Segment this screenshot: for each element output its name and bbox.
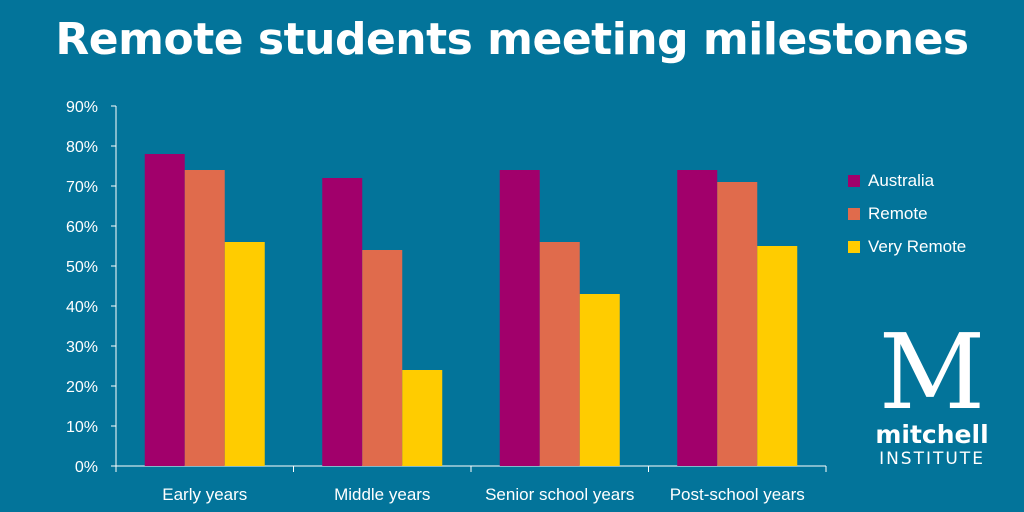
mitchell-institute-logo: M mitchell INSTITUTE [862,311,1002,470]
legend-item: Very Remote [848,230,966,263]
logo-subtitle: INSTITUTE [879,449,985,469]
legend: Australia Remote Very Remote [848,164,966,263]
y-tick-label: 40% [66,299,98,316]
y-tick-label: 10% [66,419,98,436]
legend-swatch [848,240,860,253]
bar-australia [677,170,718,466]
legend-label: Australia [868,170,935,190]
y-tick-label: 90% [66,99,98,116]
bar-australia [499,170,540,466]
y-tick-label: 30% [66,339,98,356]
y-tick-label: 0% [75,459,98,476]
y-tick-label: 20% [66,379,98,396]
legend-label: Very Remote [868,236,967,256]
legend-label: Remote [868,203,928,223]
bar-very-remote [224,242,265,466]
bar-remote [539,242,580,466]
logo-word: mitchell [875,420,989,449]
legend-swatch [848,207,860,220]
bar-remote [184,170,225,466]
axis-labels: 0% 10% 20% 30% 40% 50% 60% 70% 80% 90% Early years… [66,99,805,504]
bar-australia [322,178,363,466]
legend-swatch [848,174,860,187]
legend-item: Australia [848,164,966,197]
x-tick-label: Senior school years [485,485,634,504]
bar-very-remote [402,370,443,466]
bar-very-remote [579,294,620,466]
y-tick-label: 70% [66,179,98,196]
x-tick-label: Early years [162,485,247,504]
legend-item: Remote [848,197,966,230]
bar-very-remote [757,246,798,466]
y-tick-label: 80% [66,139,98,156]
bar-remote [362,250,403,466]
logo-mark: M [878,311,986,433]
bar-remote [717,182,758,466]
x-tick-label: Post-school years [670,485,805,504]
y-tick-label: 50% [66,259,98,276]
bar-australia [144,154,185,466]
bars [144,154,798,466]
chart-title: Remote students meeting milestones [55,14,969,65]
y-tick-label: 60% [66,219,98,236]
x-tick-label: Middle years [334,485,430,504]
